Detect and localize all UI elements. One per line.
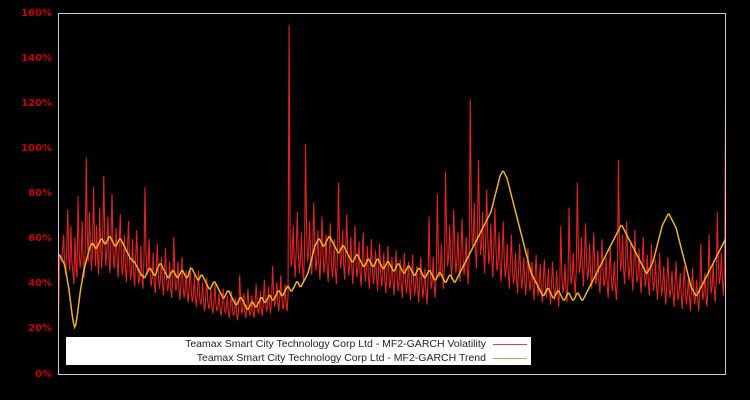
y-tick-label: 0% [35, 368, 52, 380]
y-tick-label: 60% [28, 233, 52, 245]
legend-entry-label: Teamax Smart City Technology Corp Ltd - … [196, 352, 486, 364]
y-tick-label: 140% [21, 52, 52, 64]
legend-entry[interactable]: Teamax Smart City Technology Corp Ltd - … [66, 337, 531, 351]
y-axis-tick-labels: 160% 140% 120% 100% 80% 60% 40% 20% 0% [0, 0, 52, 400]
trend-series-line [58, 170, 727, 330]
volatility-series-line [57, 24, 727, 330]
legend-entry-label: Teamax Smart City Technology Corp Ltd - … [185, 338, 486, 350]
y-tick-label: 20% [28, 323, 52, 335]
series-layer [57, 24, 727, 330]
y-tick-label: 100% [21, 142, 52, 154]
y-tick-label: 160% [21, 7, 52, 19]
y-tick-label: 40% [28, 278, 52, 290]
y-tick-label: 80% [28, 188, 52, 199]
legend-entry[interactable]: Teamax Smart City Technology Corp Ltd - … [66, 351, 531, 365]
legend-color-swatch [493, 343, 527, 345]
plot-axes-frame [58, 13, 726, 375]
y-tick-label: 120% [21, 97, 52, 109]
legend-color-swatch [493, 357, 527, 359]
chart-legend: Teamax Smart City Technology Corp Ltd - … [66, 337, 531, 365]
